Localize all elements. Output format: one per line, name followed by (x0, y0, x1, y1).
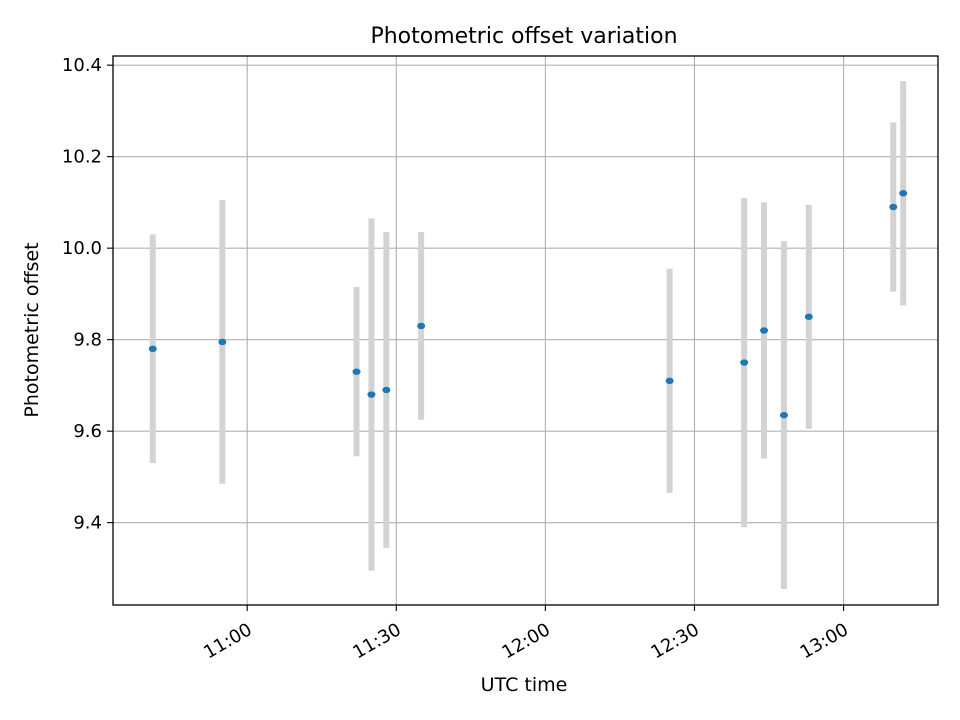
y-tick-label: 9.4 (73, 513, 102, 534)
y-axis-label: Photometric offset (21, 242, 43, 417)
y-tick-label: 9.6 (73, 421, 102, 442)
grid (113, 56, 938, 605)
data-point (899, 190, 908, 197)
y-axis: 9.4 9.6 9.8 10.0 10.2 10.4 (62, 55, 113, 534)
data-point (148, 345, 157, 352)
data-point (779, 411, 788, 419)
data-point (382, 386, 391, 394)
data-point (367, 391, 376, 398)
data-points (148, 190, 908, 419)
x-tick-label: 12:00 (498, 619, 553, 663)
y-tick-label: 10.0 (62, 238, 102, 259)
y-tick-label: 10.4 (62, 55, 102, 76)
x-axis-label: UTC time (481, 674, 568, 696)
x-tick-label: 11:00 (200, 619, 255, 663)
data-point (665, 377, 674, 385)
data-point (804, 313, 813, 320)
x-tick-label: 13:00 (797, 619, 852, 663)
data-point (417, 322, 426, 330)
y-tick-label: 9.8 (73, 330, 102, 351)
x-tick-label: 12:30 (648, 619, 703, 663)
chart-title: Photometric offset variation (370, 24, 677, 49)
data-point (352, 368, 361, 375)
data-point (740, 359, 749, 366)
error-bars (149, 81, 907, 589)
data-point (889, 203, 898, 211)
plot-area-frame (112, 55, 939, 606)
data-point (760, 327, 769, 334)
x-axis: 11:00 11:30 12:00 12:30 13:00 (200, 605, 852, 663)
y-tick-label: 10.2 (62, 147, 102, 168)
data-point (218, 338, 227, 346)
x-tick-label: 11:30 (349, 619, 404, 663)
